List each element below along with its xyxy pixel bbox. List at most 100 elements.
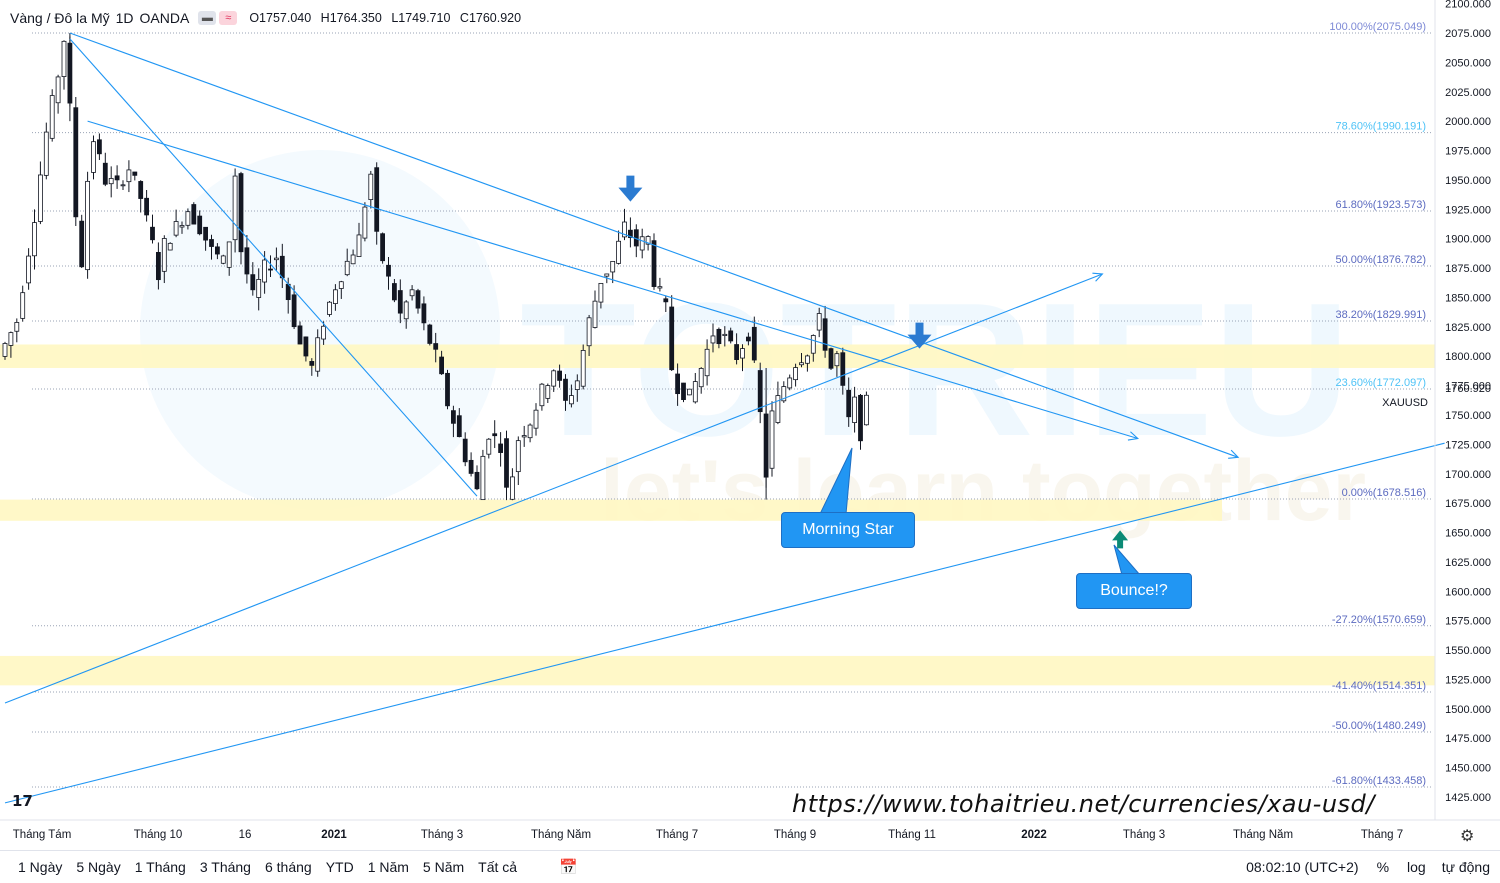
last-price-label: 1760.920 [1445,383,1491,395]
candle-body [79,220,85,268]
candle-body [757,370,763,413]
candle-body [663,298,669,303]
candle-body [362,206,368,239]
range-button[interactable]: YTD [325,859,354,875]
candle-body [852,396,857,423]
trendline-4[interactable] [69,38,478,497]
fib-label-5: 23.60%(1772.097) [1335,377,1426,389]
range-button[interactable]: 6 tháng [264,859,312,875]
candle-body [61,40,67,77]
morning-star-pointer-icon [819,447,853,515]
candle-body [439,356,445,375]
candle-body [574,380,580,390]
candle-body [527,424,533,439]
candle-body [167,242,173,251]
trendline-0[interactable] [69,32,1239,458]
candle-body [220,255,226,264]
y-tick-label: 2000.000 [1445,116,1491,128]
candle-body [692,381,698,403]
candle-body [250,274,256,291]
interval-label[interactable]: 1D [115,10,134,26]
time-axis[interactable]: Tháng Tám Tháng 10 16 2021 Tháng 3 Tháng Năm T… [0,819,1500,841]
candle-body [415,290,421,309]
y-tick-label: 1600.000 [1445,586,1491,598]
range-button[interactable]: 1 Ngày [18,859,63,875]
log-toggle[interactable]: log [1407,859,1426,875]
range-button[interactable]: 5 Năm [422,859,465,875]
range-button[interactable]: 1 Tháng [134,859,186,875]
candle-body [391,283,397,301]
candle-body [486,438,492,455]
x-tick-label: Tháng 7 [1361,829,1403,841]
y-tick-label: 1575.000 [1445,616,1491,628]
x-tick-label: 16 [239,829,252,841]
candle-body [126,169,132,183]
x-tick-label: Tháng 11 [888,829,936,841]
y-tick-label: 1925.000 [1445,204,1491,216]
calendar-goto-icon[interactable]: 📅 [559,859,578,876]
candle-body [380,233,386,262]
candle-body [775,395,781,423]
percent-toggle[interactable]: % [1376,859,1390,875]
candle-body [315,337,321,372]
candle-body [498,443,504,453]
arrow-markers[interactable] [618,175,1129,549]
candle-body [226,241,232,268]
candle-body [155,251,161,281]
fib-label-7: -27.20%(1570.659) [1332,614,1426,626]
candle-body [344,260,350,276]
trendline-3[interactable] [4,442,1445,804]
range-buttons: 1 Ngày 5 Ngày 1 Tháng 3 Tháng 6 tháng YTD 1 Nă… [0,859,517,875]
price-axis[interactable]: 2100.000 2075.000 2050.000 2025.000 2000.000… [1382,0,1491,820]
y-tick-label: 1700.000 [1445,469,1491,481]
collapse-icon[interactable]: ▬ [198,11,217,25]
fib-label-3: 50.00%(1876.782) [1335,254,1426,266]
candle-body [49,95,55,139]
candle-body [710,335,716,344]
candle-body [427,324,433,344]
candle-body [138,181,144,199]
candle-body [409,289,415,297]
annotation-bounce[interactable]: Bounce!? [1076,573,1192,609]
candle-body [456,415,462,438]
candle-body [421,303,427,324]
trendlines[interactable] [4,32,1445,804]
candle-body [822,318,828,351]
candle-body [144,197,150,216]
clock-time[interactable]: 08:02:10 (UTC+2) [1246,859,1359,875]
y-tick-label: 1475.000 [1445,733,1491,745]
down-arrow-2-icon[interactable] [907,322,932,349]
range-button[interactable]: 1 Năm [367,859,409,875]
candle-body [150,226,155,241]
auto-scale-toggle[interactable]: tự động [1441,859,1490,875]
candlestick-series[interactable] [2,33,869,501]
settings-gear-icon[interactable]: ⚙ [1460,828,1475,845]
y-tick-label: 1825.000 [1445,322,1491,334]
candle-body [368,173,374,201]
candle-body [244,247,250,275]
candle-body [97,139,102,155]
compare-icon[interactable]: ≈ [219,11,238,25]
candle-body [793,367,798,381]
candle-body [468,459,474,474]
down-arrow-1-icon[interactable] [618,175,643,202]
candle-body [91,141,96,173]
y-tick-label: 1500.000 [1445,704,1491,716]
annotation-morning-star[interactable]: Morning Star [781,512,915,548]
candle-body [563,378,568,401]
trendline-1[interactable] [87,120,1138,440]
range-button[interactable]: 5 Ngày [76,859,121,875]
y-tick-label: 1625.000 [1445,557,1491,569]
up-arrow-icon[interactable] [1112,530,1129,549]
candle-body [834,353,840,367]
y-tick-label: 1550.000 [1445,645,1491,657]
high-value: 1764.350 [329,11,382,25]
range-button[interactable]: 3 Tháng [199,859,251,875]
range-button[interactable]: Tất cả [478,859,518,875]
symbol-name[interactable]: Vàng / Đô la Mỹ [10,10,110,26]
y-tick-label: 1900.000 [1445,234,1491,246]
candle-body [321,325,327,340]
tradingview-logo-icon[interactable]: 𝟭𝟳 [12,793,33,810]
arrow-shape [618,175,643,202]
